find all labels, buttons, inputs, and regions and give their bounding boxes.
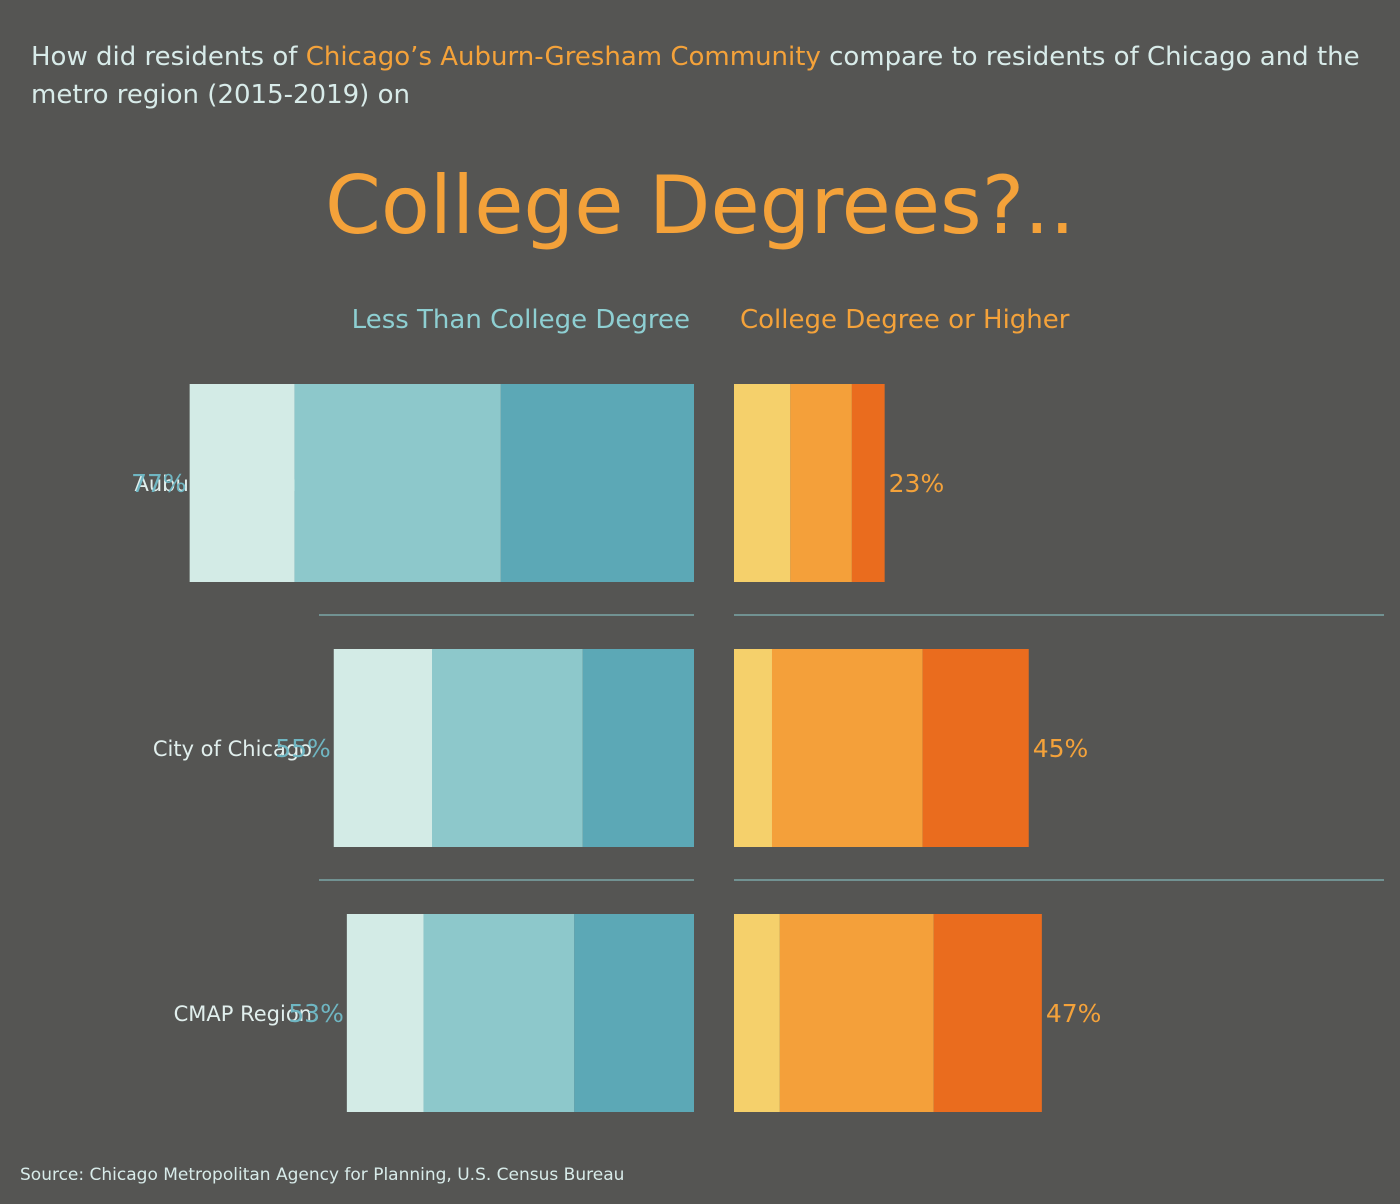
bar-less-cmap-region-seg-0 [346,914,424,1112]
bar-less-city-of-chicago-seg-1 [432,649,583,847]
bar-college-auburn-gresham-seg-1 [790,384,852,582]
pct-label-less-cmap-region: 53% [288,999,344,1028]
intro-highlight: Chicago’s Auburn-Gresham Community [305,42,821,72]
bar-college-cmap-region-seg-0 [734,914,780,1112]
bar-less-cmap-region-seg-1 [423,914,575,1112]
bar-college-city-of-chicago-seg-0 [734,649,772,847]
intro-prefix: How did residents of [31,42,306,72]
bar-college-auburn-gresham-seg-2 [851,384,885,582]
row-label-city-of-chicago: City of Chicago [153,737,312,761]
bar-less-cmap-region-seg-2 [574,914,694,1112]
bar-less-city-of-chicago-seg-2 [582,649,694,847]
pct-label-less-city-of-chicago: 55% [275,734,331,763]
bar-college-city-of-chicago-seg-2 [922,649,1029,847]
bar-less-auburn-gresham-seg-2 [500,384,694,582]
column-header-less: Less Than College Degree [351,305,690,335]
pct-label-college-city-of-chicago: 45% [1033,734,1089,763]
source-note: Source: Chicago Metropolitan Agency for … [20,1165,625,1185]
row-label-cmap-region: CMAP Region [174,1002,312,1026]
pct-label-college-auburn-gresham: 23% [889,469,945,498]
column-header-college: College Degree or Higher [740,305,1070,335]
bar-college-city-of-chicago-seg-1 [771,649,923,847]
bar-less-auburn-gresham-seg-0 [189,384,295,582]
bar-college-cmap-region-seg-1 [779,914,934,1112]
intro-suffix: compare to residents of Chicago and the … [31,42,1360,110]
bar-college-cmap-region-seg-2 [933,914,1042,1112]
chart-title: College Degrees?.. [324,159,1076,252]
bar-less-city-of-chicago-seg-0 [333,649,432,847]
intro-question: How did residents of Chicago’s Auburn-Gr… [31,38,1361,114]
bar-college-auburn-gresham-seg-0 [734,384,791,582]
bar-less-auburn-gresham-seg-1 [294,384,501,582]
pct-label-less-auburn-gresham: 77% [131,469,187,498]
pct-label-college-cmap-region: 47% [1046,999,1102,1028]
